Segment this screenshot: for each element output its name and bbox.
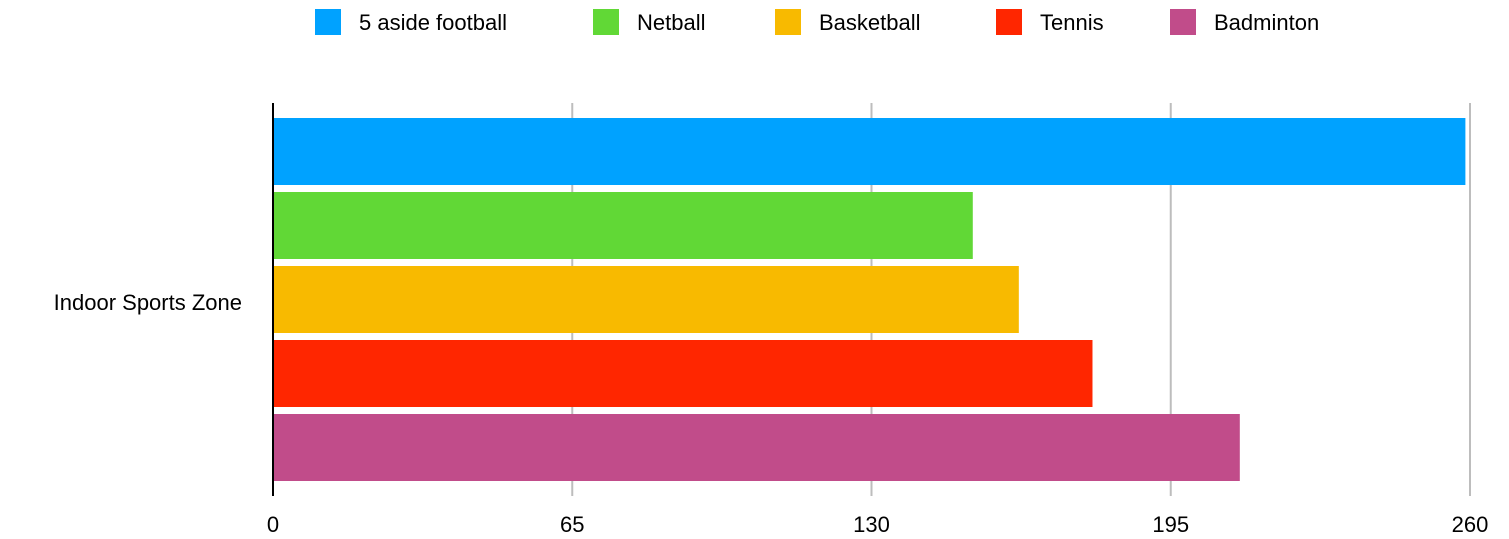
bars	[273, 118, 1466, 481]
bar	[273, 192, 973, 259]
x-tick-label: 0	[267, 512, 279, 537]
bar	[273, 266, 1019, 333]
legend-swatch	[315, 9, 341, 35]
legend-label: 5 aside football	[359, 10, 507, 35]
bar	[273, 340, 1093, 407]
legend-label: Netball	[637, 10, 705, 35]
legend-swatch	[1170, 9, 1196, 35]
legend-swatch	[996, 9, 1022, 35]
legend: 5 aside football Netball Basketball Tennis B…	[315, 9, 1319, 35]
bar	[273, 414, 1240, 481]
x-tick-label: 130	[853, 512, 890, 537]
x-tick-label: 65	[560, 512, 584, 537]
x-tick-label: 260	[1452, 512, 1489, 537]
x-tick-label: 195	[1152, 512, 1189, 537]
legend-swatch	[775, 9, 801, 35]
legend-label: Tennis	[1040, 10, 1104, 35]
x-axis-ticks: 0 65 130 195 260	[267, 512, 1488, 537]
category-label: Indoor Sports Zone	[54, 290, 242, 315]
legend-label: Basketball	[819, 10, 921, 35]
legend-swatch	[593, 9, 619, 35]
legend-label: Badminton	[1214, 10, 1319, 35]
bar	[273, 118, 1466, 185]
